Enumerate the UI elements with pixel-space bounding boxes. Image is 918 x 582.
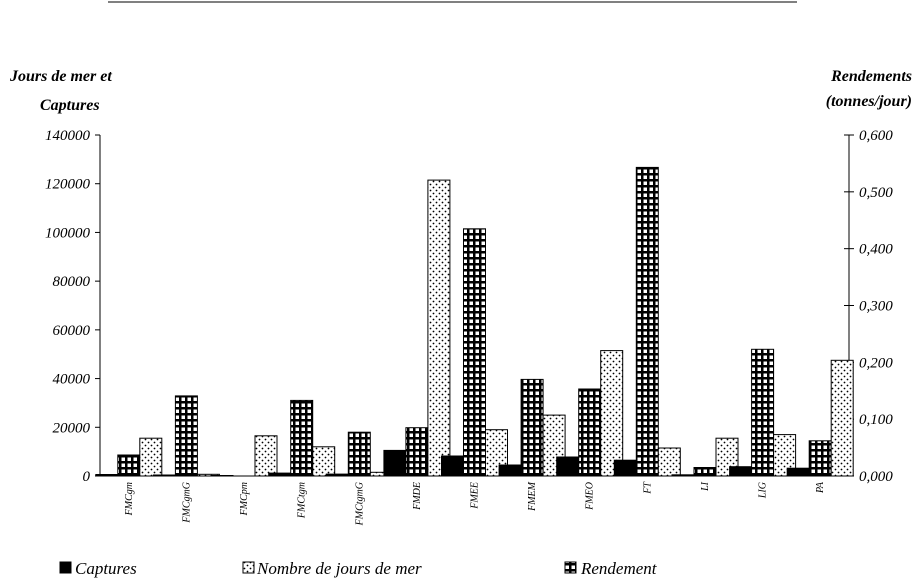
right-tick-label: 0,600: [859, 128, 893, 144]
legend-swatch-jours: [242, 561, 255, 574]
bar-nombre-de-jours-de-mer: [773, 434, 797, 477]
left-tick-label: 80000: [53, 274, 91, 290]
bar-nombre-de-jours-de-mer: [254, 435, 278, 477]
y-right-label-line2: (tonnes/jour): [826, 93, 912, 110]
bar-nombre-de-jours-de-mer: [139, 437, 163, 477]
bars: [95, 166, 854, 477]
left-tick-label: 100000: [45, 225, 91, 241]
right-tick-label: 0,300: [859, 299, 893, 315]
category-label: FT: [642, 481, 653, 495]
bar-captures: [210, 475, 234, 477]
bar-captures: [383, 449, 407, 477]
bar-captures: [613, 459, 637, 477]
bar-rendement: [117, 454, 141, 477]
left-ticks: 0 20000 40000 60000 80000 100000 120000 140000: [45, 128, 100, 485]
left-tick-label: 60000: [53, 323, 91, 339]
right-tick-label: 0,400: [859, 242, 893, 258]
category-label: FMCtgm: [297, 482, 308, 519]
legend: Captures Nombre de jours de mer Rendemen…: [59, 559, 658, 578]
bar-captures: [498, 464, 522, 477]
category-label: FMCgm: [124, 482, 135, 516]
bar-nombre-de-jours-de-mer: [312, 446, 336, 477]
category-label: FMEO: [585, 482, 596, 511]
bar-rendement: [578, 388, 602, 477]
category-label: FMDE: [412, 482, 423, 511]
bar-nombre-de-jours-de-mer: [427, 179, 451, 477]
right-tick-label: 0,100: [859, 412, 893, 428]
category-label: LIG: [758, 482, 769, 499]
category-labels: FMCgm FMCgmG FMCpm FMCtgm FMCtgmG FMDE FMEE FME…: [124, 481, 826, 527]
legend-swatch-captures: [59, 561, 72, 574]
legend-label-rendement: Rendement: [580, 559, 658, 578]
right-tick-label: 0,200: [859, 355, 893, 371]
left-tick-label: 0: [83, 469, 91, 485]
bar-rendement: [520, 378, 544, 477]
bar-captures: [325, 473, 349, 477]
category-label: FMCtgmG: [354, 482, 365, 526]
bar-rendement: [174, 395, 198, 477]
bar-nombre-de-jours-de-mer: [485, 429, 508, 477]
bar-rendement: [693, 467, 717, 477]
y-left-label-line2: Captures: [40, 97, 100, 114]
bar-nombre-de-jours-de-mer: [600, 350, 624, 477]
bar-captures: [441, 455, 464, 477]
bar-rendement: [463, 228, 486, 477]
category-label: FMEE: [470, 482, 481, 510]
y-left-label-line1: Jours de mer et: [9, 68, 112, 85]
bar-captures: [671, 474, 695, 477]
category-label: LI: [700, 481, 711, 492]
legend-swatch-rendement: [564, 561, 577, 574]
bar-rendement: [290, 399, 314, 477]
category-label: FMCpm: [239, 482, 250, 516]
bar-rendement: [347, 431, 371, 477]
bar-captures: [729, 466, 753, 477]
bar-rendement: [751, 348, 775, 477]
legend-label-jours: Nombre de jours de mer: [256, 559, 422, 578]
bar-rendement: [808, 440, 832, 477]
category-label: FMEM: [527, 481, 538, 512]
left-tick-label: 40000: [53, 372, 91, 388]
bar-captures: [556, 456, 580, 477]
bar-captures: [95, 474, 119, 477]
left-tick-label: 120000: [45, 177, 91, 193]
category-label: FMCgmG: [181, 482, 192, 524]
right-tick-label: 0,000: [859, 469, 893, 485]
bar-rendement: [405, 427, 429, 477]
bar-nombre-de-jours-de-mer: [830, 359, 854, 477]
y-right-label-line1: Rendements: [830, 68, 912, 85]
bar-nombre-de-jours-de-mer: [657, 447, 681, 477]
bar-captures: [152, 474, 176, 477]
bar-captures: [786, 467, 810, 477]
legend-label-captures: Captures: [75, 559, 137, 578]
right-tick-label: 0,500: [859, 185, 893, 201]
bar-captures: [268, 472, 292, 477]
bar-rendement: [635, 166, 659, 477]
left-tick-label: 140000: [45, 128, 91, 144]
category-label: PA: [815, 481, 826, 494]
left-tick-label: 20000: [53, 420, 91, 436]
